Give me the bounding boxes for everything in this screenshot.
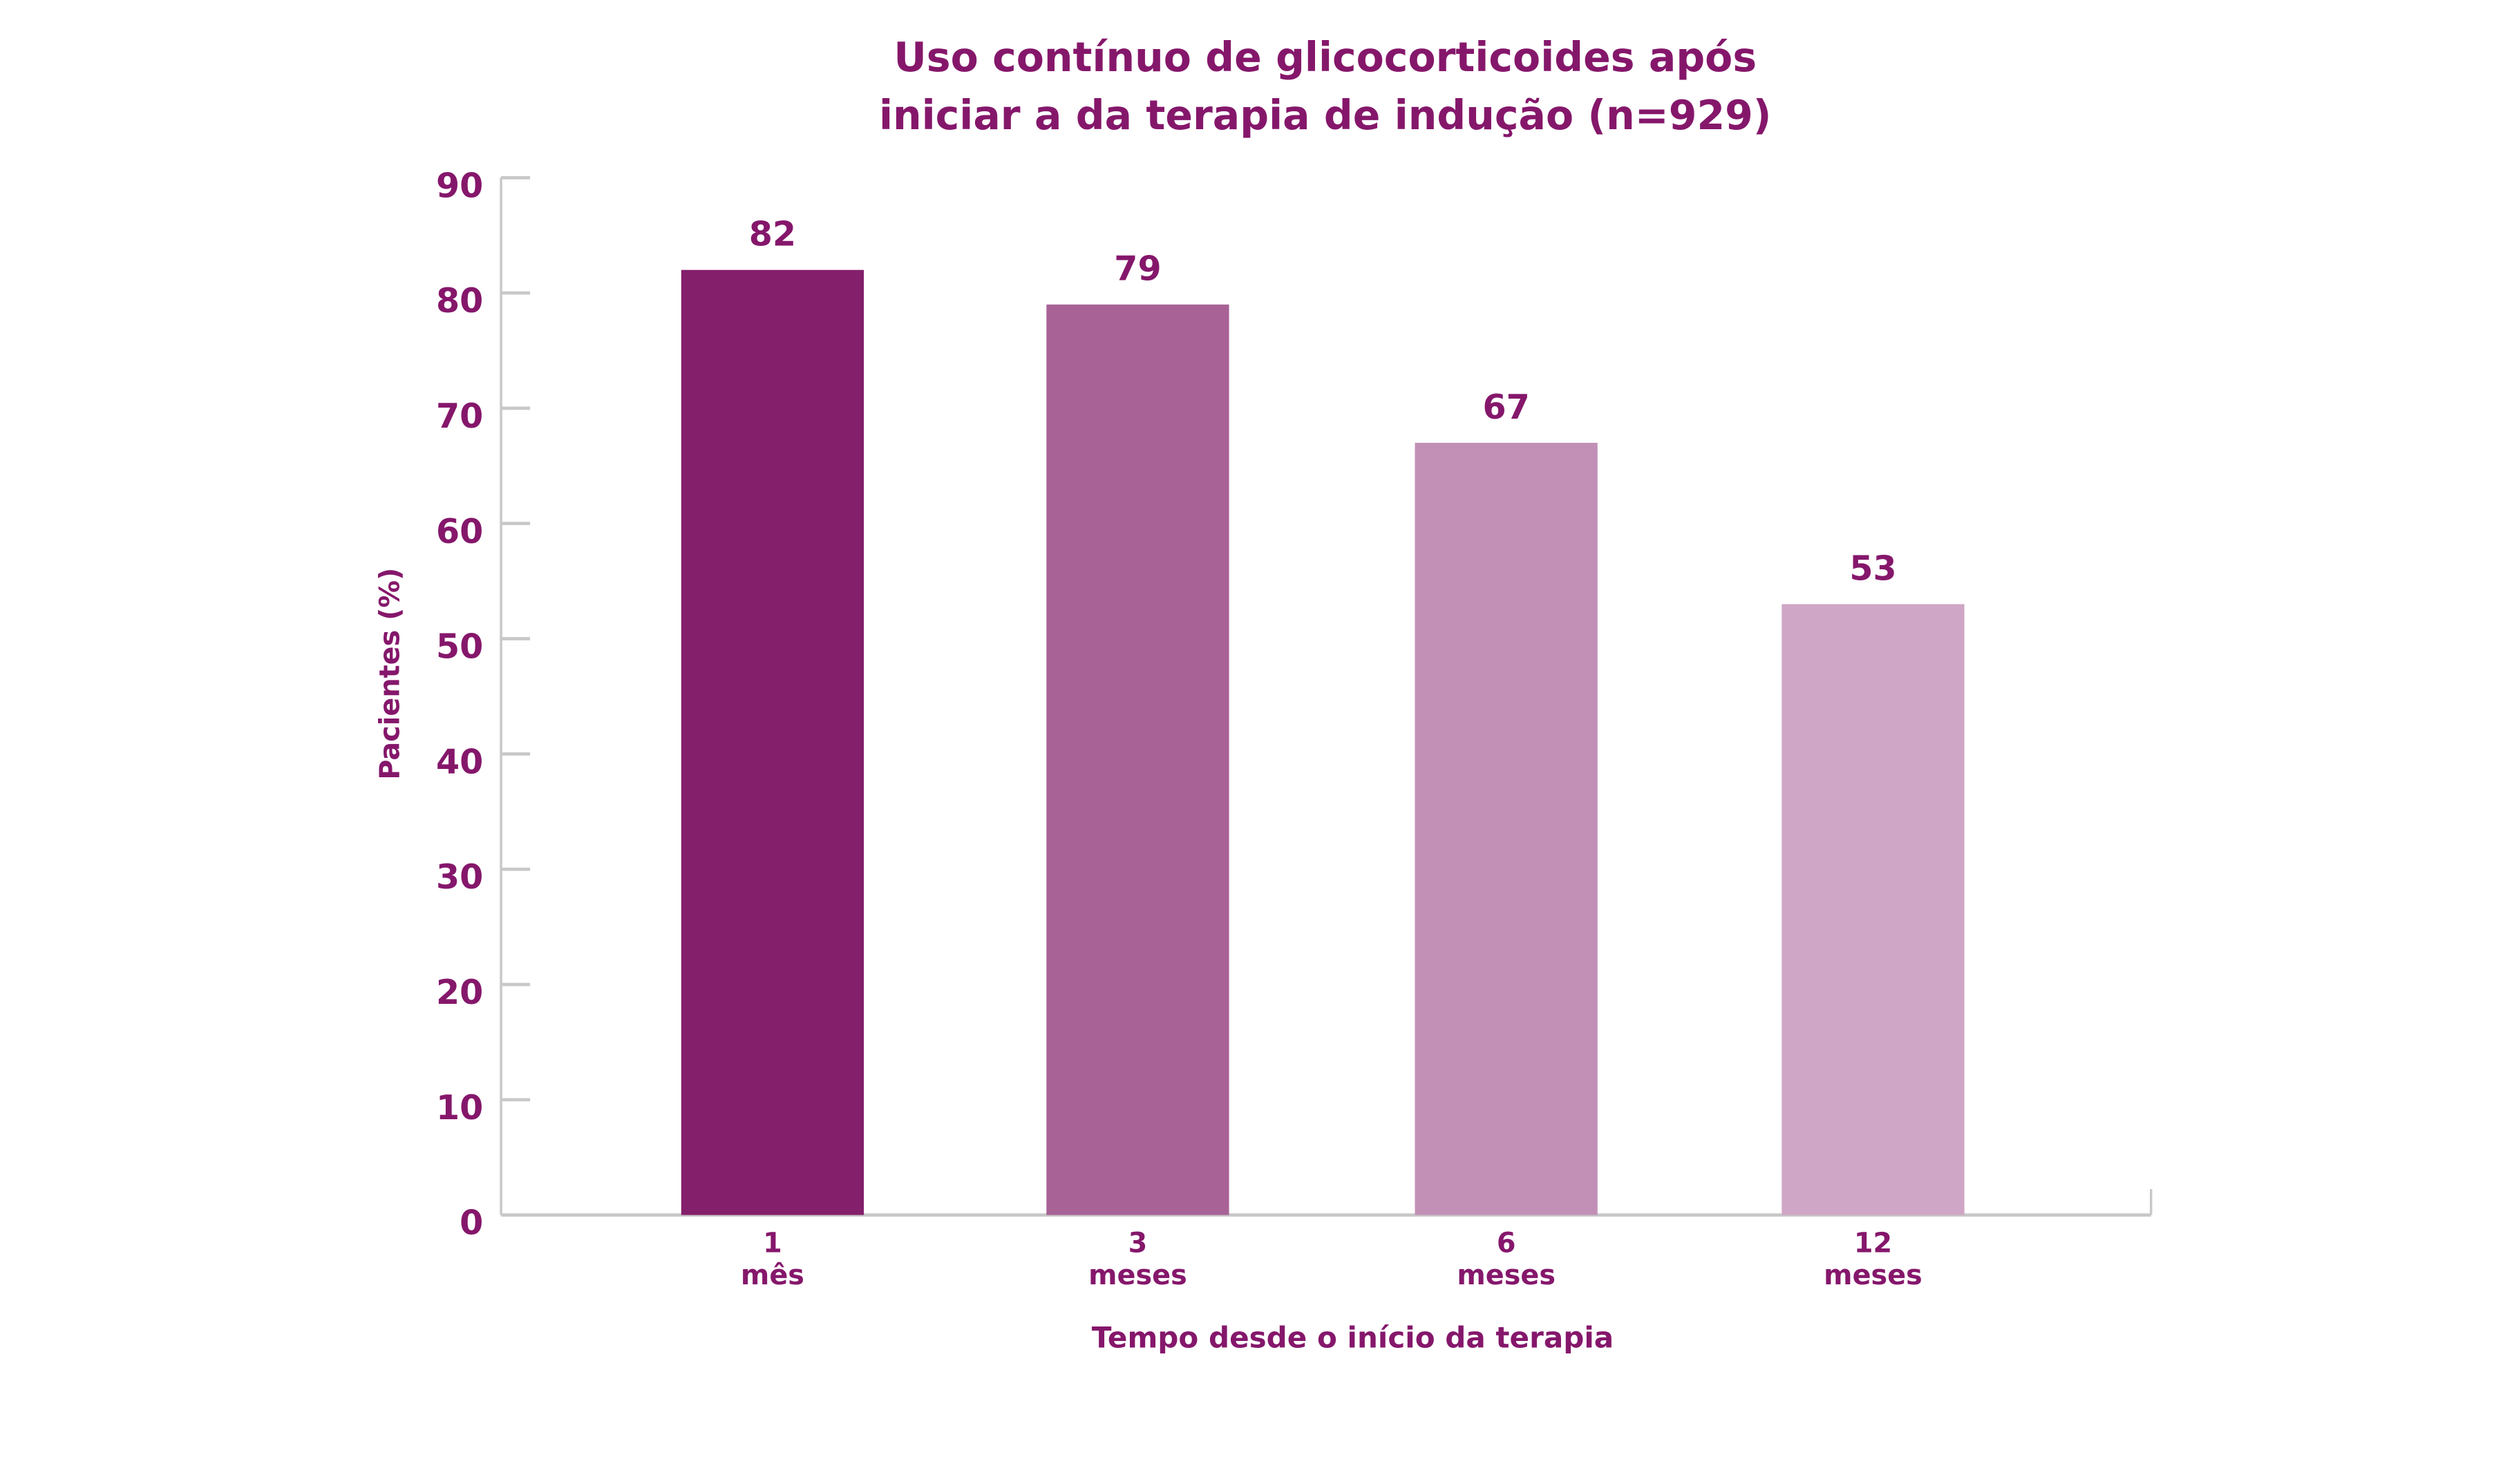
- y-tick-label: 20: [436, 972, 483, 1012]
- y-tick-label: 90: [436, 165, 483, 205]
- y-tick-label: 70: [436, 396, 483, 436]
- x-tick-label: mês: [741, 1259, 804, 1291]
- x-tick-label: 12: [1854, 1227, 1892, 1259]
- y-tick-label: 10: [436, 1087, 483, 1128]
- y-tick-label: 30: [436, 857, 483, 897]
- bar: [681, 269, 864, 1215]
- chart-title: Uso contínuo de glicocorticoides após in…: [879, 34, 1772, 139]
- bar: [1046, 304, 1229, 1215]
- y-tick-label: 50: [436, 627, 483, 667]
- chart-title-line-1: Uso contínuo de glicocorticoides após: [894, 34, 1757, 81]
- y-axis-label: Pacientes (%): [375, 568, 406, 780]
- bar: [1415, 442, 1598, 1215]
- y-tick-label: 40: [436, 741, 483, 781]
- y-tick-label: 60: [436, 511, 483, 551]
- data-label: 82: [749, 214, 796, 254]
- y-tick-label: 80: [436, 280, 483, 321]
- x-axis-label: Tempo desde o início da terapia: [1092, 1320, 1614, 1354]
- x-tick-label: meses: [1824, 1259, 1922, 1291]
- x-tick-label: meses: [1088, 1259, 1187, 1291]
- chart-title-line-2: iniciar a da terapia de indução (n=929): [879, 92, 1772, 139]
- x-tick-label: 6: [1497, 1227, 1516, 1259]
- x-tick-label: 1: [763, 1227, 782, 1259]
- x-tick-label: meses: [1457, 1259, 1556, 1291]
- bar: [1781, 604, 1965, 1215]
- data-label: 67: [1482, 387, 1529, 427]
- data-label: 79: [1114, 249, 1161, 289]
- y-tick-label: 0: [460, 1203, 483, 1243]
- x-tick-label: 3: [1128, 1227, 1148, 1259]
- data-label: 53: [1849, 548, 1896, 588]
